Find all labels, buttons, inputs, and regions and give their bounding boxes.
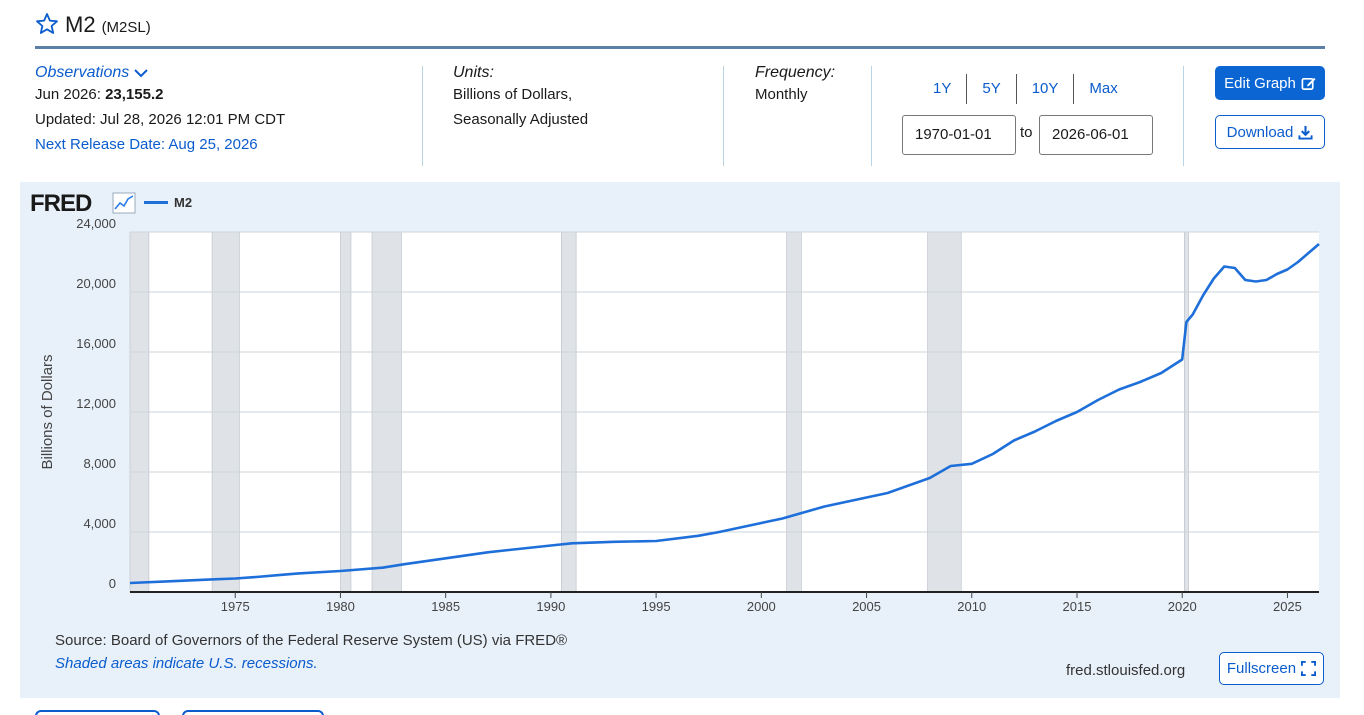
divider (723, 66, 724, 166)
fred-logo: FRED (30, 190, 92, 217)
chart-panel: FRED M2 0 4,000 8,000 12,000 16,000 20,000 24,… (20, 182, 1340, 698)
series-code: (M2SL) (101, 19, 151, 36)
legend-swatch (144, 201, 168, 204)
edit-icon (1301, 77, 1316, 90)
units-line2: Seasonally Adjusted (453, 111, 589, 128)
chart-legend: M2 (144, 195, 192, 210)
updated-text: Updated: Jul 28, 2026 12:01 PM CDT (35, 111, 286, 128)
download-label: Download (1226, 123, 1294, 141)
y-axis-label: Billions of Dollars (39, 354, 56, 469)
edit-graph-button[interactable]: Edit Graph (1215, 66, 1325, 100)
x-tick-label: 1995 (642, 599, 671, 614)
y-tick-label: 16,000 (76, 336, 116, 351)
x-tick-label: 1975 (221, 599, 250, 614)
frequency-label: Frequency: (755, 64, 836, 81)
y-tick-label: 12,000 (76, 396, 116, 411)
latest-observation: Jun 2026: 23,155.2 (35, 82, 285, 107)
observation-value: 23,155.2 (105, 86, 164, 103)
series-name: M2 (65, 12, 96, 37)
title-divider (35, 46, 1325, 49)
x-tick-label: 2005 (852, 599, 881, 614)
download-icon (1298, 125, 1313, 140)
site-url: fred.stlouisfed.org (1066, 662, 1186, 679)
observations-dropdown[interactable]: Observations (35, 64, 285, 82)
x-tick-label: 1980 (326, 599, 355, 614)
units-block: Units: Billions of Dollars, Seasonally A… (453, 64, 588, 132)
units-label: Units: (453, 64, 494, 81)
start-date-input[interactable]: 1970-01-01 (902, 115, 1016, 155)
series-line-m2 (129, 243, 1320, 585)
x-tick-label: 2000 (747, 599, 776, 614)
divider (871, 66, 872, 166)
chart-line-icon (112, 192, 136, 214)
units-line1: Billions of Dollars, (453, 86, 573, 103)
fullscreen-button[interactable]: Fullscreen (1219, 652, 1324, 685)
x-tick-label: 1990 (536, 599, 565, 614)
tab-stub[interactable] (35, 710, 160, 715)
fullscreen-icon (1301, 661, 1317, 676)
range-max-button[interactable]: Max (1089, 80, 1118, 97)
next-release-link[interactable]: Next Release Date: Aug 25, 2026 (35, 136, 258, 153)
y-tick-label: 8,000 (83, 456, 116, 471)
observations-label[interactable]: Observations (35, 64, 130, 81)
tab-stub[interactable] (182, 710, 324, 715)
x-tick-label: 2025 (1273, 599, 1302, 614)
series-title: M2 (M2SL) (35, 8, 151, 38)
range-1y-button[interactable]: 1Y (918, 74, 968, 104)
x-tick-label: 2020 (1168, 599, 1197, 614)
legend-label: M2 (174, 195, 193, 210)
divider (1183, 66, 1184, 166)
download-button[interactable]: Download (1215, 115, 1325, 149)
source-text: Source: Board of Governors of the Federa… (55, 632, 568, 649)
observations-block: Observations Jun 2026: 23,155.2 Updated:… (35, 64, 285, 157)
frequency-value: Monthly (755, 86, 808, 103)
end-date-input[interactable]: 2026-06-01 (1039, 115, 1153, 155)
range-10y-button[interactable]: 10Y (1017, 74, 1075, 104)
y-tick-label: 20,000 (76, 276, 116, 291)
chart-area: 0 4,000 8,000 12,000 16,000 20,000 24,000 1975 1… (39, 216, 1320, 614)
x-tick-label: 2015 (1063, 599, 1092, 614)
x-tick-label: 2010 (957, 599, 986, 614)
recession-note: Shaded areas indicate U.S. recessions. (55, 655, 318, 672)
frequency-block: Frequency: Monthly (755, 64, 835, 107)
range-buttons: 1Y 5Y 10Y Max (918, 74, 1133, 104)
to-label: to (1020, 124, 1033, 141)
y-tick-label: 4,000 (83, 516, 116, 531)
x-tick-label: 1985 (431, 599, 460, 614)
divider (422, 66, 423, 166)
star-icon[interactable] (35, 12, 59, 36)
chevron-down-icon[interactable] (133, 67, 149, 79)
y-tick-label: 24,000 (76, 216, 116, 231)
observation-date: Jun 2026: (35, 86, 101, 103)
y-tick-label: 0 (109, 576, 116, 591)
edit-graph-label: Edit Graph (1224, 74, 1296, 92)
range-5y-button[interactable]: 5Y (967, 74, 1017, 104)
fullscreen-label: Fullscreen (1226, 660, 1297, 677)
